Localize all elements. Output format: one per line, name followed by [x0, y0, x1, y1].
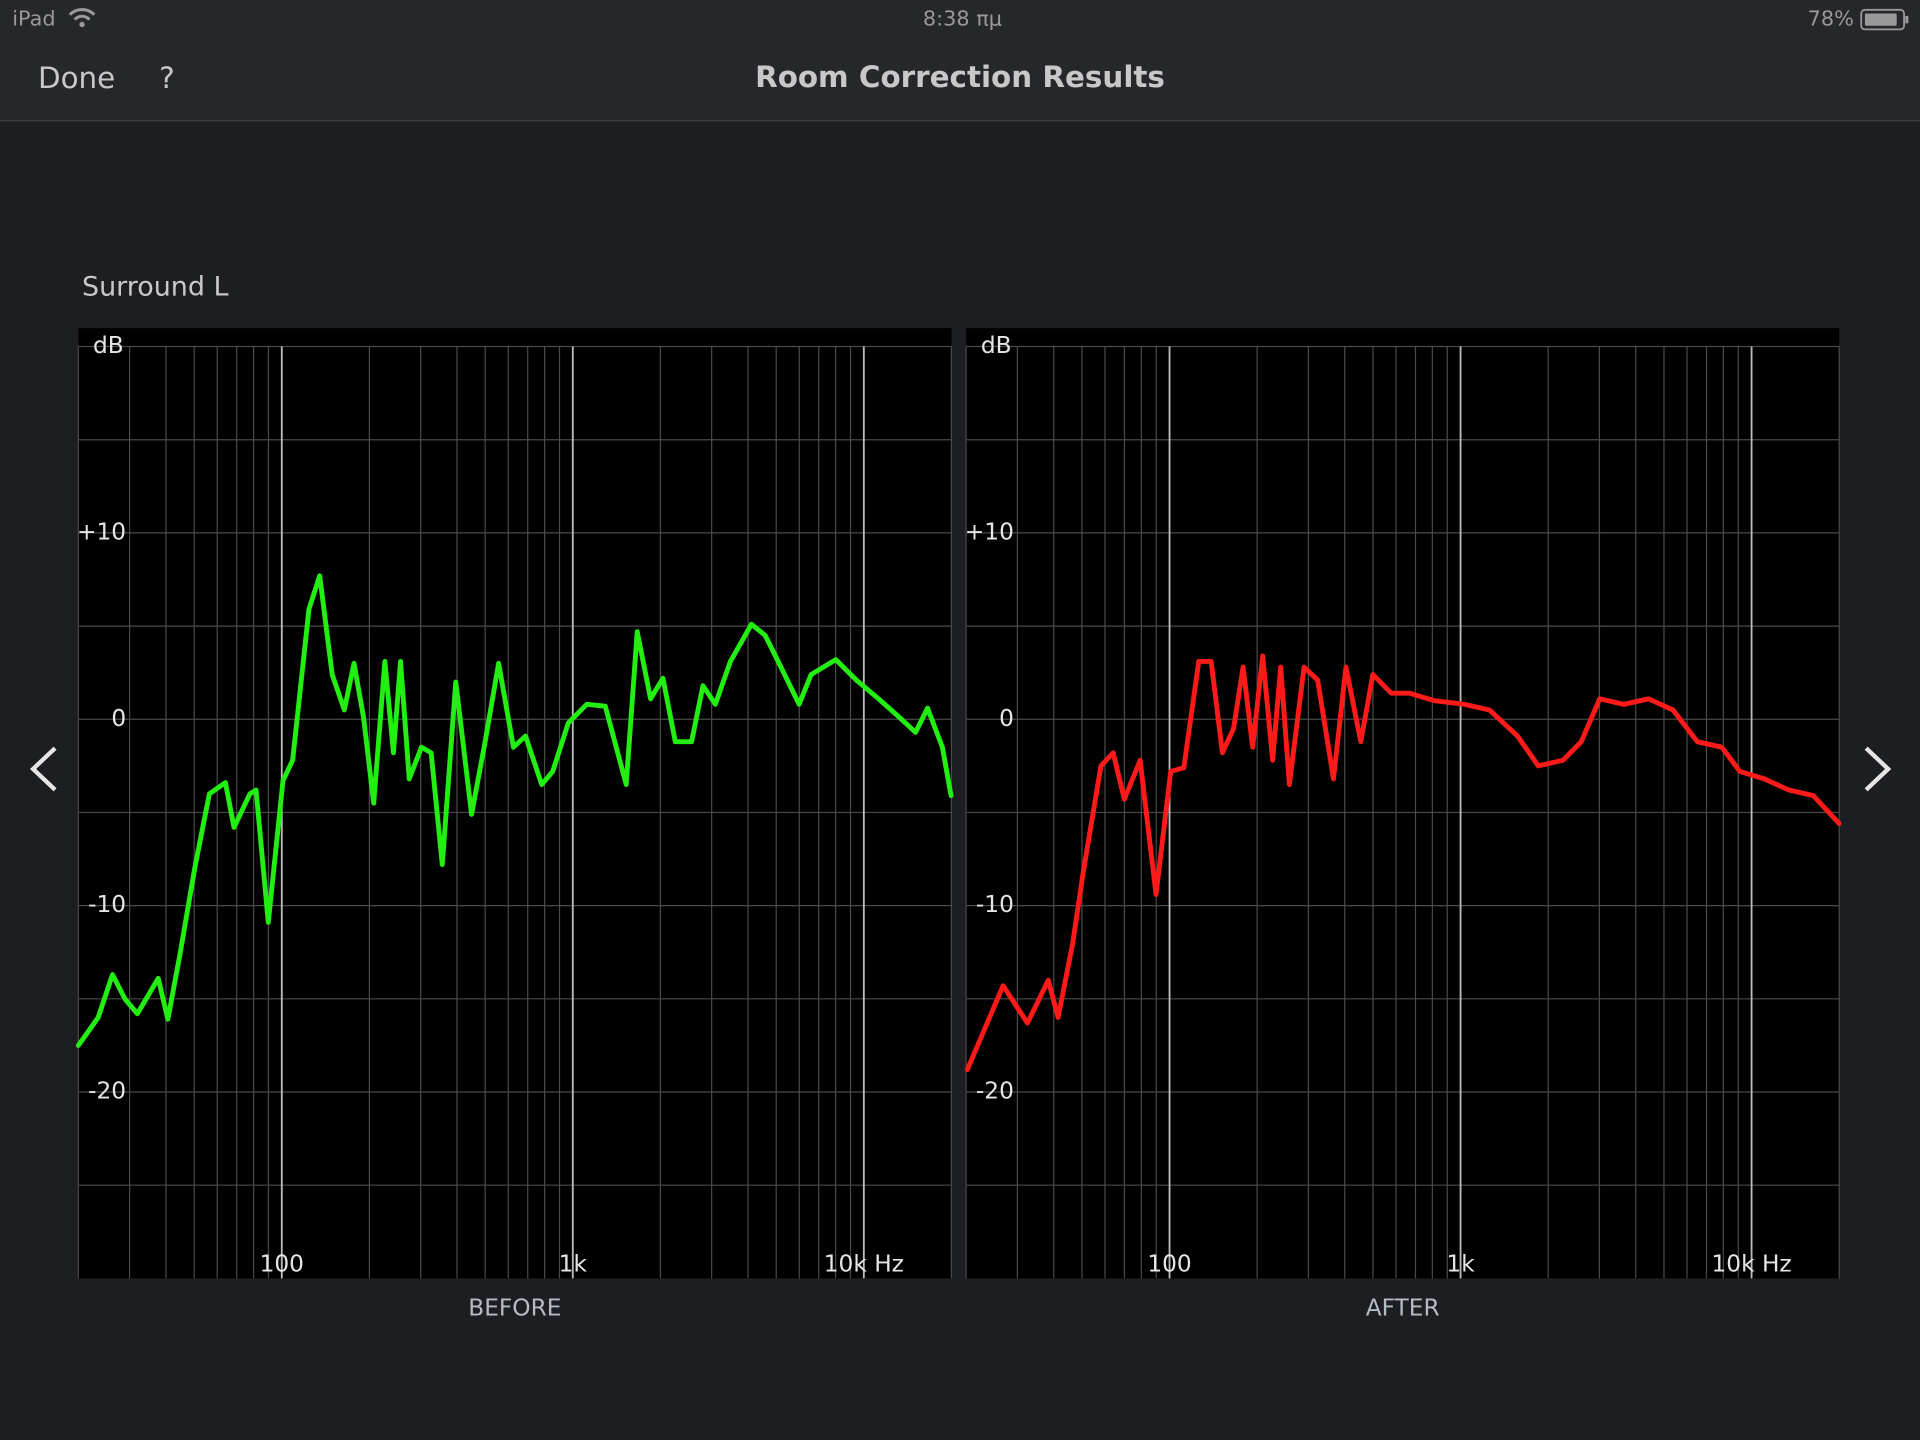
nav-bar [0, 0, 1920, 120]
plot-background [966, 328, 1840, 1279]
battery-level: 78% [1808, 7, 1854, 31]
x-tick-label: 10k Hz [1712, 1250, 1792, 1277]
battery-icon [1860, 8, 1905, 31]
y-tick-label: +10 [77, 518, 126, 545]
wifi-icon [68, 8, 96, 21]
x-tick-label: 100 [1147, 1250, 1191, 1277]
screen-title: Room Correction Results [755, 60, 1165, 94]
chart-caption: BEFORE [468, 1294, 561, 1321]
chart-caption: AFTER [1366, 1294, 1440, 1321]
y-tick-label: -10 [88, 891, 126, 918]
plot-background [78, 328, 952, 1279]
y-tick-label: -20 [976, 1078, 1014, 1105]
y-tick-label: 0 [999, 705, 1014, 732]
previous-button[interactable] [29, 746, 57, 792]
battery-tip [1905, 15, 1909, 24]
x-tick-label: 10k Hz [824, 1250, 904, 1277]
response-curve [75, 573, 954, 1048]
next-button[interactable] [1864, 746, 1892, 792]
x-tick-label: 1k [1446, 1250, 1475, 1277]
response-curve [964, 653, 1842, 1073]
y-tick-label: 0 [111, 705, 126, 732]
battery-fill [1864, 13, 1897, 26]
x-tick-label: 100 [260, 1250, 304, 1277]
clock: 8:38 πμ [923, 7, 1002, 31]
device-name: iPad [12, 7, 55, 31]
y-tick-label: -20 [88, 1078, 126, 1105]
y-tick-label: +10 [965, 518, 1014, 545]
x-tick-label: 1k [559, 1250, 588, 1277]
y-axis-label: dB [93, 332, 124, 359]
channel-name: Surround L [82, 271, 228, 302]
done-button[interactable]: Done [38, 61, 115, 95]
wifi-icon-dot [79, 21, 85, 28]
y-axis-label: dB [981, 332, 1012, 359]
y-tick-label: -10 [976, 891, 1014, 918]
help-button[interactable]: ? [159, 61, 175, 95]
